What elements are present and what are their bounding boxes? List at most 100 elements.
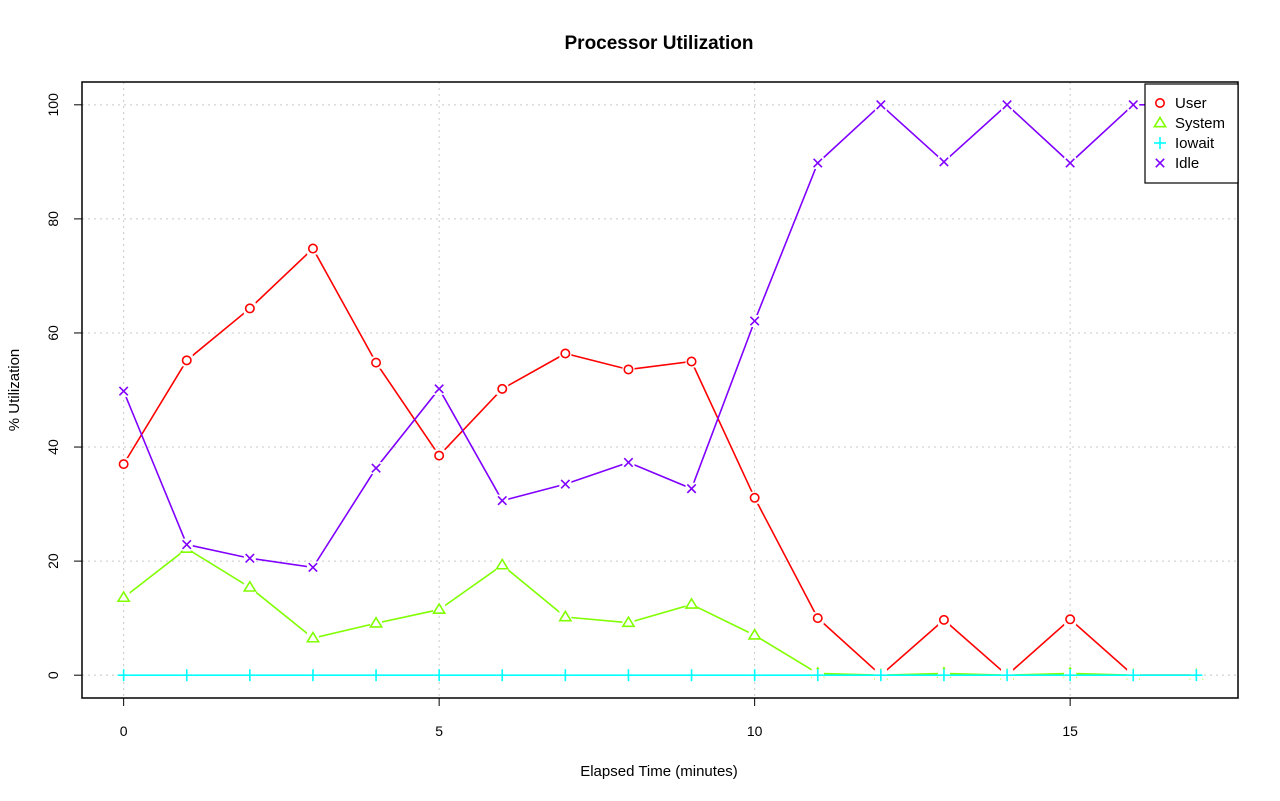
- cross-marker-b: [876, 100, 886, 110]
- cross-marker-b: [308, 562, 318, 573]
- data-point-iowait: [685, 669, 698, 682]
- circle-marker: [812, 613, 823, 624]
- data-point-idle: [686, 483, 697, 494]
- data-point-idle: [181, 539, 192, 550]
- cross-marker-b: [497, 495, 508, 506]
- data-point-user: [812, 613, 823, 624]
- data-point-user: [560, 348, 571, 359]
- data-point-system: [621, 615, 636, 628]
- cross-marker-b: [1155, 158, 1165, 168]
- cross-marker-b: [371, 463, 381, 473]
- data-point-system: [369, 616, 384, 628]
- data-point-user: [749, 492, 760, 503]
- x-tick-label: 15: [1062, 723, 1078, 739]
- data-point-user: [118, 459, 129, 470]
- x-tick-label: 5: [435, 723, 443, 739]
- legend-box: [1144, 83, 1239, 184]
- circle-marker: [307, 243, 318, 254]
- triangle-marker: [495, 557, 510, 570]
- data-point-user: [623, 364, 634, 375]
- data-point-iowait: [748, 669, 761, 682]
- data-point-system: [747, 628, 762, 640]
- data-point-iowait: [180, 669, 193, 682]
- triangle-marker: [369, 616, 384, 628]
- data-point-idle: [876, 100, 886, 110]
- triangle-marker: [242, 580, 257, 592]
- data-point-idle: [1128, 100, 1139, 110]
- cross-marker-b: [1002, 100, 1012, 110]
- data-point-idle: [434, 384, 444, 394]
- data-point-system: [116, 590, 131, 603]
- data-point-iowait: [370, 669, 383, 682]
- data-point-idle: [939, 157, 949, 167]
- circle-marker: [938, 614, 949, 625]
- legend-label-idle: Idle: [1175, 155, 1199, 172]
- x-axis-title: Elapsed Time (minutes): [580, 763, 738, 780]
- circle-marker: [560, 348, 571, 359]
- cross-marker-b: [434, 384, 444, 394]
- data-point-idle: [623, 457, 634, 468]
- circle-marker: [686, 356, 697, 367]
- x-tick-label: 10: [747, 723, 763, 739]
- data-point-idle: [308, 562, 318, 573]
- data-point-iowait: [117, 669, 130, 682]
- circle-marker: [118, 459, 129, 470]
- data-point-user: [1065, 614, 1076, 625]
- cross-marker-b: [1065, 158, 1075, 168]
- cross-marker-b: [686, 483, 697, 494]
- data-point-system: [432, 602, 447, 615]
- data-point-system: [495, 557, 510, 570]
- data-point-iowait: [622, 669, 635, 682]
- grid-lines: [82, 82, 1238, 698]
- circle-marker: [371, 357, 382, 368]
- chart-title: Processor Utilization: [565, 33, 754, 54]
- x-tick-label: 0: [120, 723, 128, 739]
- cross-marker-b: [118, 386, 129, 396]
- triangle-marker: [558, 609, 573, 622]
- legend-label-user: User: [1175, 95, 1207, 112]
- cross-marker-b: [939, 157, 949, 167]
- legend-marker-user: [1155, 98, 1166, 109]
- data-point-iowait: [243, 669, 256, 682]
- cross-marker-b: [245, 553, 255, 564]
- circle-marker: [434, 450, 445, 461]
- data-point-iowait: [306, 669, 319, 682]
- data-point-user: [938, 614, 949, 625]
- data-point-iowait: [874, 669, 887, 682]
- circle-marker: [1155, 98, 1166, 109]
- y-tick-label: 20: [45, 553, 61, 569]
- triangle-marker: [684, 597, 699, 609]
- circle-marker: [497, 383, 508, 394]
- data-point-idle: [1002, 100, 1012, 110]
- axes: 0 5 10 15 0 20 40 60 80 100: [45, 93, 1078, 739]
- series-line-idle: [122, 103, 1197, 569]
- data-point-system: [684, 597, 699, 609]
- cross-marker-b: [623, 457, 634, 468]
- cross-marker-b: [560, 479, 571, 489]
- triangle-marker: [305, 630, 320, 643]
- series-line-user: [122, 247, 1197, 677]
- data-point-idle: [497, 495, 508, 506]
- data-point-idle: [1065, 158, 1075, 168]
- y-tick-label: 60: [45, 325, 61, 341]
- triangle-marker: [1152, 115, 1168, 128]
- data-point-iowait: [937, 669, 950, 682]
- cross-marker-b: [1128, 100, 1139, 110]
- data-point-iowait: [1190, 669, 1203, 682]
- data-point-iowait: [496, 669, 509, 682]
- circle-marker: [749, 492, 760, 503]
- legend-marker-iowait: [1154, 137, 1166, 149]
- circle-marker: [181, 355, 192, 366]
- cross-marker-b: [181, 539, 192, 550]
- data-point-user: [497, 383, 508, 394]
- data-point-idle: [749, 316, 760, 326]
- data-point-idle: [245, 553, 255, 564]
- data-point-idle: [118, 386, 129, 396]
- data-point-iowait: [1064, 669, 1077, 682]
- data-point-idle: [560, 479, 571, 489]
- y-tick-label: 40: [45, 439, 61, 455]
- triangle-marker: [621, 615, 636, 628]
- data-point-iowait: [811, 669, 824, 682]
- series-layer: [116, 98, 1204, 682]
